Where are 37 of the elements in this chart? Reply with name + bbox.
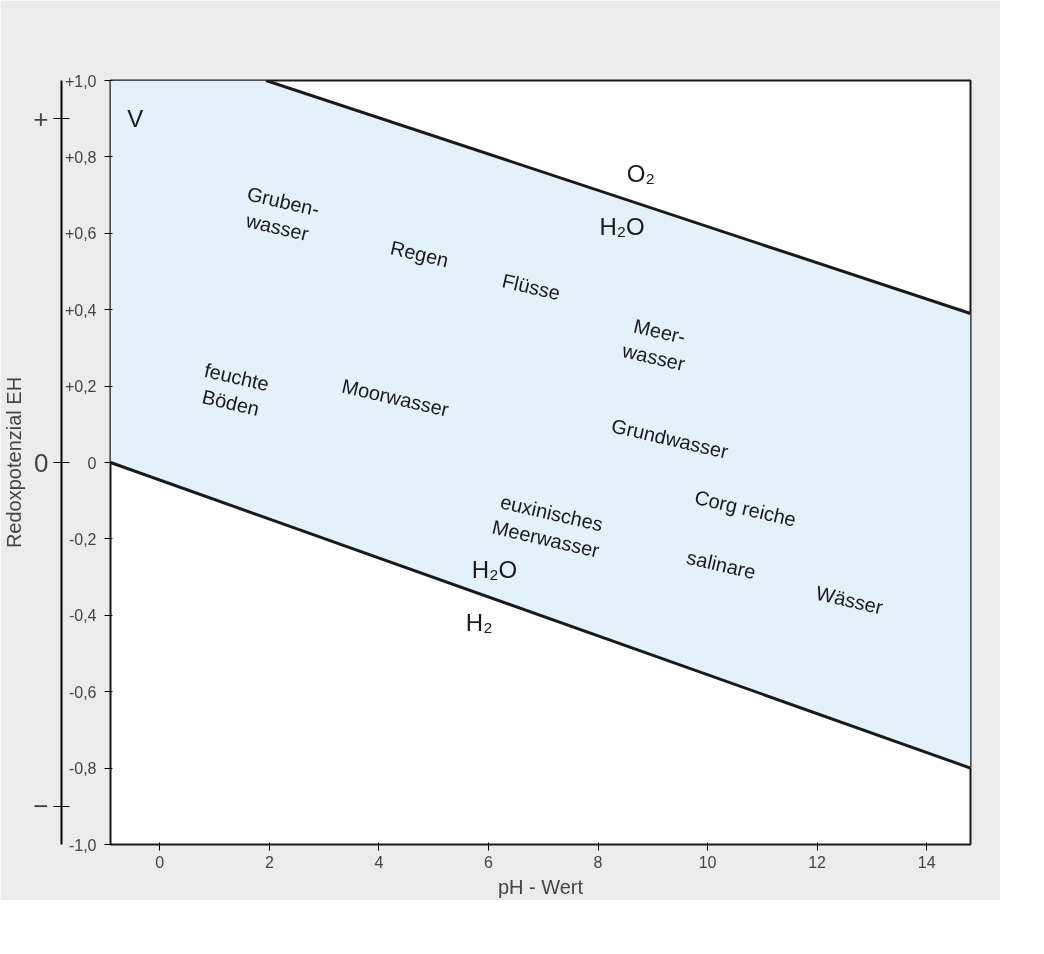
annotation: H₂O bbox=[599, 213, 645, 241]
y-tick-label: -0,2 bbox=[68, 530, 97, 548]
y-tick-label: +0,6 bbox=[64, 225, 97, 243]
x-tick-label: 8 bbox=[593, 853, 603, 871]
annotation: feuchte Böden bbox=[200, 358, 272, 421]
annotation: O₂ bbox=[626, 159, 655, 187]
x-tick-label: 10 bbox=[698, 853, 717, 871]
y-tick-label: -0,4 bbox=[68, 607, 97, 625]
annotation: H₂ bbox=[465, 609, 493, 637]
x-tick-label: 6 bbox=[484, 853, 494, 871]
y-tick-label: 0 bbox=[87, 454, 97, 472]
y-tick-label: +0,4 bbox=[64, 301, 97, 319]
y-tick-label: +1,0 bbox=[64, 72, 97, 90]
x-tick-label: 4 bbox=[374, 853, 384, 871]
x-tick-label: 12 bbox=[808, 853, 827, 871]
x-tick-label: 14 bbox=[917, 853, 936, 871]
annotation: Gruben- wasser bbox=[243, 182, 322, 245]
annotation: Meer- wasser bbox=[619, 314, 688, 375]
annotation: salinare bbox=[684, 545, 758, 584]
x-axis-title: pH - Wert bbox=[497, 875, 584, 898]
text: − bbox=[33, 791, 49, 822]
x-tick-label: 2 bbox=[264, 853, 274, 871]
annotation: Flüsse bbox=[500, 269, 563, 305]
annotation: H₂O bbox=[471, 555, 518, 583]
y-tick-label: -0,6 bbox=[68, 683, 97, 701]
text: + bbox=[33, 103, 49, 134]
text: 0 bbox=[34, 447, 49, 478]
y-axis-title: Redoxpotenzial EH bbox=[3, 376, 26, 549]
annotation: Corg reiche bbox=[692, 485, 799, 531]
annotation: V bbox=[127, 105, 144, 133]
y-tick-label: -1,0 bbox=[68, 836, 97, 854]
y-tick-label: +0,2 bbox=[64, 378, 97, 396]
x-tick-label: 0 bbox=[155, 853, 165, 871]
y-tick-label: +0,8 bbox=[64, 148, 97, 166]
y-tick-label: -0,8 bbox=[68, 760, 97, 778]
annotation: Wässer bbox=[813, 581, 886, 619]
annotation: Regen bbox=[388, 236, 451, 272]
